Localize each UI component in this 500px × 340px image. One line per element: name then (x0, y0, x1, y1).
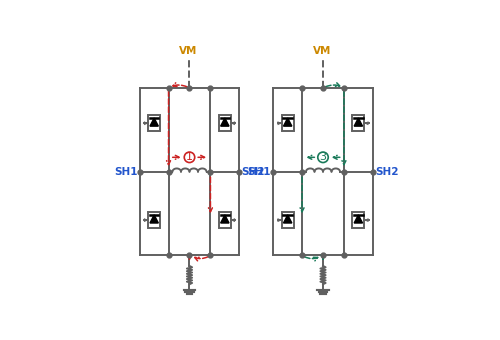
Bar (352, 212, 364, 228)
Bar (282, 115, 294, 131)
Text: SH1: SH1 (114, 167, 138, 177)
Bar (219, 115, 231, 131)
Bar (352, 115, 364, 131)
Bar (282, 212, 294, 228)
Polygon shape (354, 118, 362, 126)
Polygon shape (284, 118, 292, 126)
Text: VM: VM (312, 46, 331, 56)
Text: 3: 3 (320, 152, 326, 162)
Polygon shape (354, 215, 362, 223)
Text: SH2: SH2 (375, 167, 398, 177)
Text: 1: 1 (186, 152, 193, 162)
Bar (148, 115, 160, 131)
Text: SH2: SH2 (242, 167, 265, 177)
Bar (219, 212, 231, 228)
Polygon shape (284, 215, 292, 223)
Text: SH1: SH1 (248, 167, 271, 177)
Text: VM: VM (179, 46, 198, 56)
Bar (148, 212, 160, 228)
Polygon shape (150, 215, 158, 223)
Polygon shape (150, 118, 158, 126)
Polygon shape (220, 118, 229, 126)
Polygon shape (220, 215, 229, 223)
